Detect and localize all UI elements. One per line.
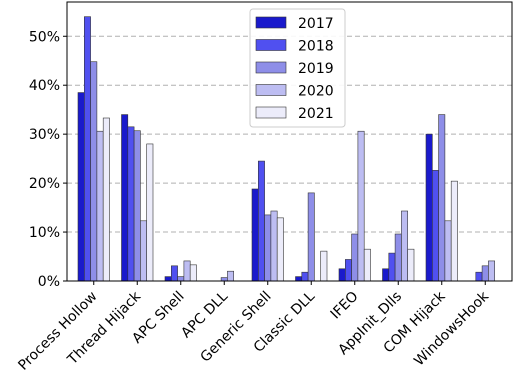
bar-2017-4 (251, 188, 259, 282)
bar-2021-5 (320, 250, 328, 282)
bar-2019-6 (351, 233, 359, 282)
y-tick-label: 10% (29, 225, 60, 241)
legend-swatch-2020 (255, 84, 287, 96)
x-tick-label: Process Hollow (15, 289, 100, 374)
legend-label-2019: 2019 (298, 61, 334, 77)
legend: 2017 2018 2019 2020 2021 (249, 8, 346, 128)
bar-2019-9 (481, 265, 489, 282)
bar-2018-9 (475, 271, 483, 282)
bar-2021-4 (276, 217, 284, 282)
bar-2019-8 (438, 114, 446, 282)
bar-2021-0 (102, 117, 110, 282)
bar-2017-5 (295, 276, 303, 282)
plot-frame (66, 1, 513, 282)
bar-2021-6 (363, 248, 371, 282)
bar-2018-2 (171, 265, 178, 282)
bar-2017-1 (121, 114, 129, 282)
bar-2017-0 (77, 92, 85, 282)
bar-2018-8 (431, 170, 439, 282)
x-tick-label: IFEO (328, 289, 362, 323)
bar-2018-7 (388, 252, 396, 282)
legend-label-2020: 2020 (298, 84, 334, 100)
bar-2020-0 (96, 130, 104, 282)
y-axis: 0% 10% 20% 30% 40% 50% (29, 29, 67, 290)
legend-box (249, 8, 346, 128)
bar-2019-1 (133, 130, 141, 282)
bar-2018-6 (344, 259, 352, 282)
bar-2020-6 (357, 130, 365, 282)
legend-swatch-2017 (255, 16, 287, 29)
bar-2019-3 (220, 277, 228, 282)
bar-2021-8 (450, 180, 458, 282)
bar-2020-8 (444, 220, 452, 282)
bar-2018-5 (301, 271, 309, 282)
bar-2020-9 (488, 260, 495, 282)
bar-2020-7 (401, 210, 408, 282)
legend-swatch-2018 (255, 39, 287, 51)
bar-2017-7 (382, 268, 390, 282)
bar-2019-5 (307, 192, 315, 282)
y-tick-label: 50% (29, 29, 60, 45)
y-tick-label: 20% (29, 176, 60, 192)
legend-label-2018: 2018 (298, 39, 334, 55)
bar-2017-2 (164, 276, 172, 282)
y-tick-label: 30% (29, 127, 60, 143)
bar-2018-4 (257, 160, 265, 282)
bar-2020-2 (183, 260, 191, 282)
legend-label-2021: 2021 (298, 106, 334, 122)
bar-2019-2 (177, 276, 185, 282)
bar-2017-6 (338, 268, 346, 282)
legend-label-2017: 2017 (298, 16, 334, 32)
legend-swatch-2019 (255, 61, 287, 74)
bar-2020-1 (140, 220, 147, 282)
bar-2021-2 (189, 264, 197, 282)
bars (77, 16, 495, 282)
x-tick-label: WindowsHook (411, 288, 492, 369)
bar-2020-4 (270, 210, 278, 282)
x-tick-label: Thread Hijack (64, 288, 145, 369)
bar-2021-7 (407, 248, 415, 282)
legend-swatch-2021 (255, 106, 287, 119)
bar-2019-7 (394, 233, 402, 282)
bar-2019-0 (90, 61, 98, 282)
bar-2018-0 (84, 16, 91, 282)
bar-2020-3 (227, 270, 234, 282)
bar-2018-1 (127, 126, 135, 282)
bar-2021-1 (146, 143, 154, 282)
y-tick-label: 0% (38, 274, 60, 290)
y-tick-label: 40% (29, 78, 60, 94)
bar-2019-4 (264, 214, 272, 282)
bar-2017-8 (425, 133, 433, 282)
